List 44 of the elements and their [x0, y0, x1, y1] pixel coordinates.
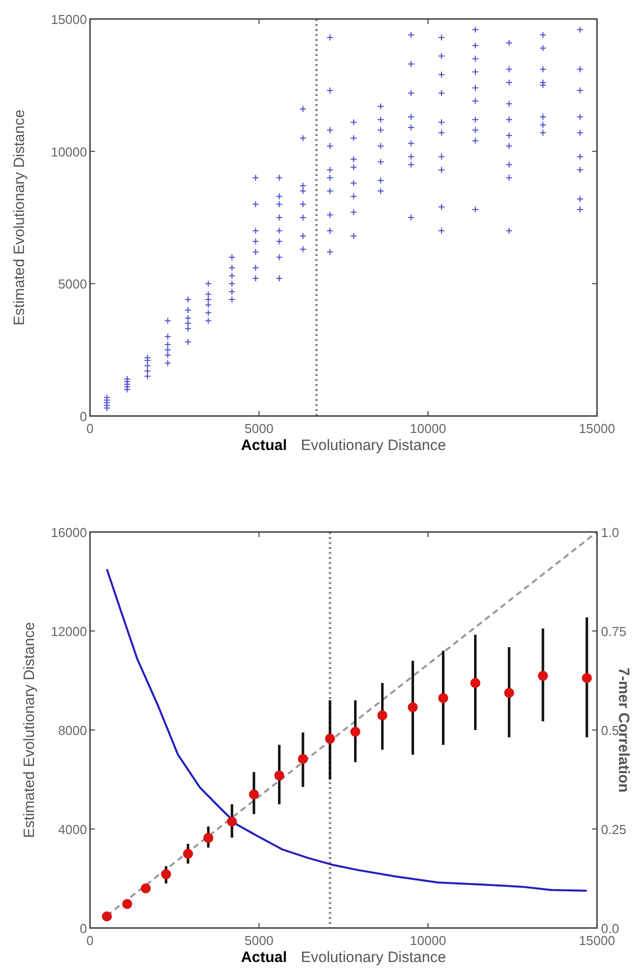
- x-tick-label: 10000: [410, 421, 446, 436]
- y-axis-title: Estimated Evolutionary Distance: [11, 110, 28, 326]
- y-tick-label: 12000: [50, 624, 87, 639]
- point: [274, 770, 284, 781]
- point: [538, 670, 548, 681]
- point: [408, 702, 418, 712]
- point: [504, 688, 514, 698]
- y-axis-title: Estimated Evolutionary Distance: [21, 622, 38, 838]
- point: [582, 673, 592, 684]
- y-tick-label: 15000: [50, 12, 87, 27]
- x-tick-label: 10000: [410, 933, 446, 948]
- point: [350, 726, 360, 737]
- point: [248, 789, 259, 800]
- point: [470, 678, 480, 688]
- point: [298, 754, 308, 764]
- x-axis-title: Actual Evolutionary Distance: [241, 949, 446, 966]
- y2-tick-label: 0.75: [601, 624, 626, 639]
- y2-tick-label: 0.25: [601, 822, 626, 837]
- y2-tick-label: 0.5: [601, 723, 620, 738]
- y-tick-label: 16000: [50, 525, 87, 540]
- y-tick-label: 0: [80, 921, 87, 936]
- y2-tick-label: 0.0: [601, 921, 620, 936]
- y-tick-label: 5000: [58, 276, 87, 292]
- point: [102, 911, 112, 922]
- x-tick-label: 5000: [244, 421, 274, 436]
- point: [377, 710, 388, 720]
- point: [324, 734, 335, 744]
- y-tick-label: 8000: [58, 723, 87, 738]
- point: [438, 693, 448, 704]
- point: [226, 816, 237, 827]
- x-axis-title: Actual Evolutionary Distance: [241, 437, 446, 454]
- point: [203, 832, 214, 843]
- y2-tick-label: 1.0: [601, 525, 620, 540]
- y-tick-label: 10000: [50, 144, 87, 160]
- x-tick-label: 5000: [244, 933, 274, 948]
- x-tick-label: 15000: [578, 933, 616, 948]
- y-tick-label: 0: [80, 409, 87, 424]
- line-series: [106, 568, 588, 892]
- point: [140, 883, 151, 894]
- point: [161, 869, 172, 880]
- point: [183, 848, 194, 859]
- x-tick-label: 15000: [578, 421, 616, 436]
- point: [122, 898, 132, 909]
- y-tick-label: 4000: [58, 822, 87, 837]
